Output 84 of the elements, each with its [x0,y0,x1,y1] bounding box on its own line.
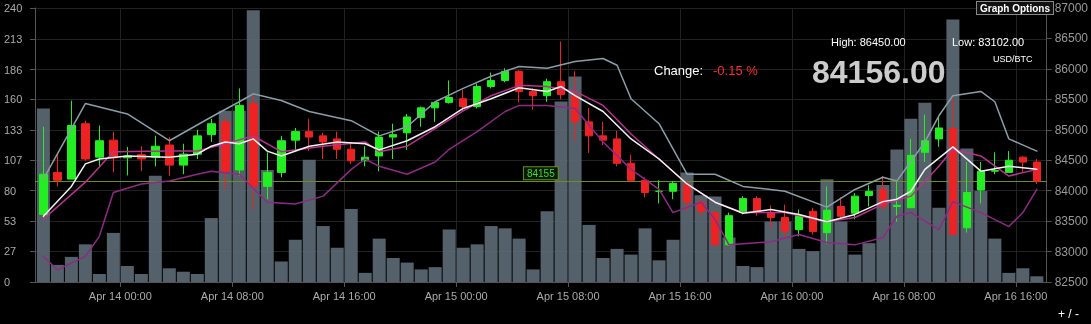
y-tick-label: 160 [4,93,23,106]
candlestick [991,151,999,175]
annotation: Graph Options [980,2,1051,14]
candlestick [655,179,663,204]
y-tick-label: 53 [4,215,17,228]
y-tick-label: 0 [4,276,11,288]
y2-tick-label: 84000 [1054,183,1089,198]
candlestick [613,130,621,167]
ref-line-label: 84155 [526,167,556,179]
x-tick-label: Apr 14 08:00 [200,289,264,302]
y-tick-label: 240 [4,2,23,14]
candlestick [935,116,943,148]
candlestick [893,181,901,223]
annotation: -0.15 % [713,63,759,78]
y2-tick-label: 85000 [1054,122,1089,137]
candlestick [781,204,789,240]
candlestick [319,132,327,160]
candlestick [1033,158,1041,185]
x-tick-label: Apr 15 08:00 [536,289,600,302]
candlestick [1005,150,1013,173]
x-tick-label: Apr 16 08:00 [872,289,936,302]
y2-tick-label: 85500 [1054,92,1089,107]
x-tick-label: Apr 15 00:00 [424,289,488,302]
candlestick [95,125,104,168]
candlestick [487,72,495,89]
candlestick [711,210,719,246]
candlestick [669,180,677,200]
candlestick [795,209,803,237]
candlestick [347,143,355,165]
annotation: High: 86450.00 [831,35,906,48]
candlestick [809,207,817,236]
y-tick-label: 186 [4,63,23,76]
y2-tick-label: 83000 [1054,244,1089,259]
candlestick [739,195,747,215]
candlestick [389,123,397,160]
candlestick [291,127,300,152]
candlestick [949,98,957,236]
annotation: USD/BTC [993,53,1033,64]
text: + / - [1058,307,1080,321]
y-tick-label: 107 [4,153,23,166]
candlestick [851,192,859,220]
x-tick-label: Apr 16 16:00 [984,289,1048,302]
candlestick [501,67,509,83]
candlestick [445,79,453,105]
candlestick [473,83,481,109]
candlestick [963,161,971,234]
y-tick-label: 80 [4,184,17,197]
y2-tick-label: 83500 [1054,214,1089,229]
candlestick [529,87,537,111]
y2-tick-label: 86000 [1054,61,1089,76]
y2-tick-label: 82500 [1054,275,1089,289]
candlestick [53,153,62,187]
y2-tick-label: 86500 [1054,31,1089,46]
candlestick [641,176,649,198]
candlestick [823,185,831,245]
candlestick [431,101,439,123]
candlestick [1019,155,1027,173]
annotation: Change: [654,63,704,78]
candlestick [921,114,929,163]
candlestick [725,212,733,246]
y2-tick-label: 84500 [1054,153,1089,168]
y-tick-label: 213 [4,32,23,45]
candlestick [81,120,90,162]
candlestick [767,204,775,229]
candlestick [67,100,76,180]
y2-tick-label: 87000 [1054,1,1089,15]
candlestick [683,180,691,212]
candlestick [571,70,579,142]
candlestick [837,196,845,220]
candlestick [977,161,985,204]
candlestick [599,121,607,146]
annotation: Low: 83102.00 [952,35,1025,48]
x-tick-label: Apr 16 00:00 [760,289,824,302]
x-tick-label: Apr 14 16:00 [312,289,376,302]
candlestick [865,184,873,207]
candlestick [277,135,286,178]
x-tick-label: Apr 15 16:00 [648,289,712,302]
candlestick [207,118,216,143]
y-tick-label: 27 [4,245,17,258]
candlestick [403,113,411,151]
x-tick-label: Apr 14 00:00 [88,289,152,302]
annotation: 84156.00 [812,54,946,90]
candlestick [305,118,313,152]
y-tick-label: 133 [4,124,23,137]
